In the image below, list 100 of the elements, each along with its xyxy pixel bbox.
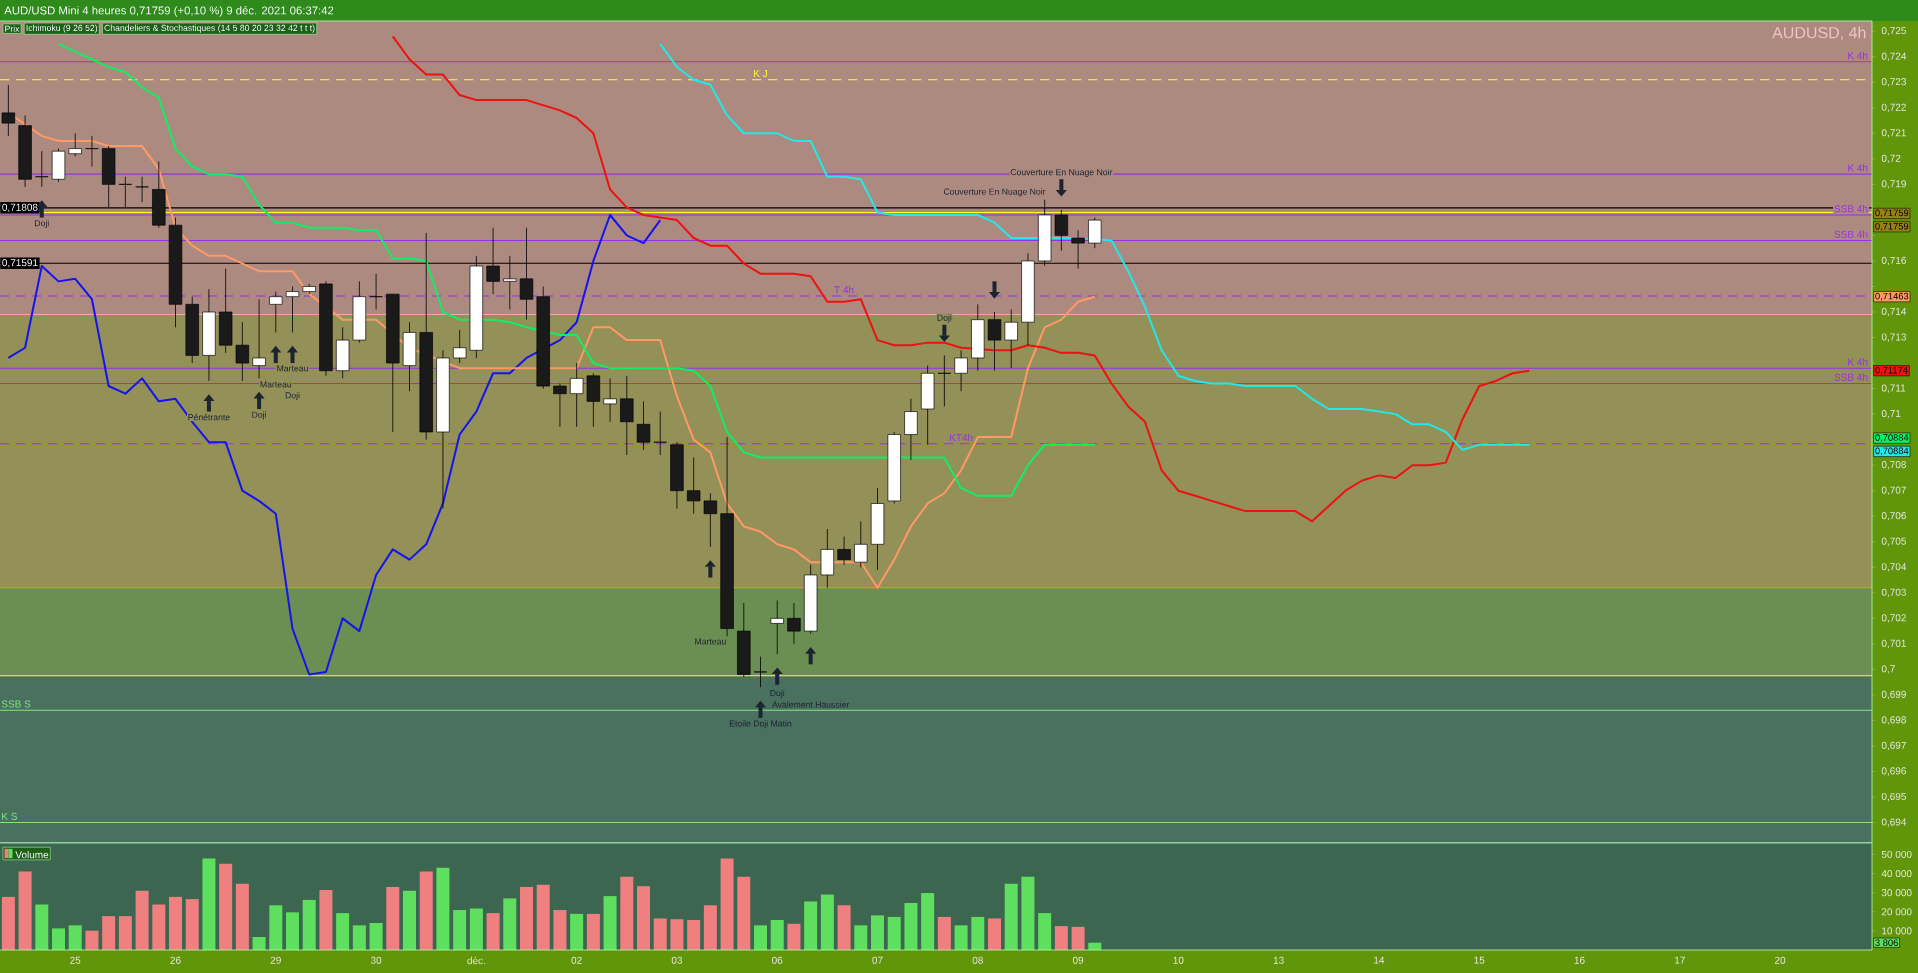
candlestick <box>603 377 617 423</box>
candlestick <box>636 400 651 451</box>
candlestick <box>686 457 701 515</box>
x-tick-label: 07 <box>872 956 883 964</box>
annotation: Chandeliers & Stochastiques (14 5 80 20 23 32 42 t t t) <box>104 24 315 33</box>
text: 0,71463 <box>1875 292 1909 301</box>
text: 0,71759 <box>1875 222 1909 231</box>
bar <box>553 910 567 950</box>
x-tick-label: 30 <box>370 956 382 964</box>
y-tick-label: 0,701 <box>1881 639 1906 648</box>
candlestick <box>135 176 149 203</box>
annotation: Marteau <box>277 365 308 372</box>
bar <box>403 890 417 950</box>
ref-line-label: SSB 4h <box>1834 373 1868 381</box>
bar <box>252 936 266 950</box>
candlestick <box>35 150 49 188</box>
bar <box>837 905 851 950</box>
candlestick <box>753 656 768 688</box>
bar <box>653 918 667 950</box>
annotation: Doji <box>252 411 266 420</box>
candlestick <box>703 492 718 548</box>
ref-line-label: 0,71591 <box>2 259 38 268</box>
candlestick <box>1054 209 1069 252</box>
bar <box>586 913 600 950</box>
ref-line-label: SSB 4h <box>1834 230 1868 238</box>
annotation: Ichimoku (9 26 52) <box>26 24 98 33</box>
candlestick <box>369 273 383 310</box>
bar <box>770 919 784 950</box>
candlestick <box>252 298 266 379</box>
bar <box>520 886 534 950</box>
chart-title: AUD/USD Mini 4 heures 0,71759 (+0,10 %) 9 déc. 2021 06:37:42 <box>4 6 334 17</box>
bar <box>787 923 801 950</box>
x-tick-label: 26 <box>170 956 181 964</box>
text: 0,70884 <box>1875 447 1909 456</box>
bar <box>169 896 183 950</box>
y-tick-label: 0,724 <box>1881 52 1907 61</box>
candlestick <box>85 135 99 167</box>
candlestick <box>452 329 467 364</box>
bar <box>102 916 116 950</box>
y-tick-label: 0,723 <box>1881 78 1906 87</box>
bar <box>68 925 82 950</box>
x-tick-label: 29 <box>270 956 281 964</box>
bar <box>536 884 550 950</box>
bar <box>219 863 233 950</box>
bar <box>453 910 467 950</box>
candlestick <box>1004 309 1018 369</box>
candlestick <box>954 349 968 392</box>
bar <box>854 925 868 950</box>
bar <box>35 904 49 950</box>
bar <box>1021 876 1035 950</box>
y-tick-label: 50 000 <box>1881 850 1912 858</box>
bar <box>871 915 885 950</box>
annotation: Couverture En Nuage Noir <box>943 188 1046 197</box>
candlestick <box>68 132 82 157</box>
bar <box>603 896 617 950</box>
text: 0,70884 <box>1875 434 1909 442</box>
bar <box>319 889 333 950</box>
annotation: Pénétrante <box>188 413 230 421</box>
bar <box>1 896 15 950</box>
bar <box>971 916 985 950</box>
ref-line-label: KT4h <box>949 433 973 442</box>
y-tick-label: 40 000 <box>1881 870 1912 878</box>
bar <box>469 908 483 950</box>
candlestick <box>620 375 634 456</box>
ref-line-label: K 4h <box>1848 51 1868 60</box>
text: 0,71759 <box>1875 209 1909 218</box>
bar <box>1004 883 1018 950</box>
y-tick-label: 0,702 <box>1881 614 1906 623</box>
y-tick-label: 0,725 <box>1881 27 1906 36</box>
x-tick-label: 13 <box>1273 956 1284 964</box>
bar <box>85 930 99 950</box>
candlestick <box>569 362 584 428</box>
annotation: Marteau <box>260 381 292 388</box>
bar <box>904 902 918 950</box>
y-tick-label: 0,694 <box>1881 818 1907 827</box>
y-tick-label: 0,697 <box>1881 741 1906 751</box>
annotation: Doji <box>770 689 785 698</box>
chart-subtitle: AUDUSD, 4h <box>1772 26 1866 41</box>
y-tick-label: 20 000 <box>1881 908 1912 916</box>
bar <box>887 916 901 950</box>
text: 0,71174 <box>1875 366 1908 375</box>
bar <box>921 893 935 950</box>
annotation: Doji <box>35 219 49 228</box>
bar <box>386 886 400 950</box>
y-tick-label: 10 000 <box>1882 927 1912 935</box>
x-tick-label: 14 <box>1374 956 1385 964</box>
bar <box>820 894 834 950</box>
y-tick-label: 0,716 <box>1881 256 1906 266</box>
y-tick-label: 0,714 <box>1881 307 1907 317</box>
candlestick <box>837 536 851 566</box>
candlestick <box>904 398 918 461</box>
y-tick-label: 0,722 <box>1881 103 1906 112</box>
candlestick <box>787 602 801 645</box>
y-tick-label: 0,695 <box>1881 792 1906 802</box>
bar <box>419 871 433 950</box>
bar <box>286 912 300 950</box>
ref-line-label: SSB S <box>1 700 31 708</box>
ref-line-label: SSB 4h <box>1834 205 1868 213</box>
annotation: Etoile Doji Matin <box>729 720 792 729</box>
y-tick-label: 0,72 <box>1881 154 1901 163</box>
